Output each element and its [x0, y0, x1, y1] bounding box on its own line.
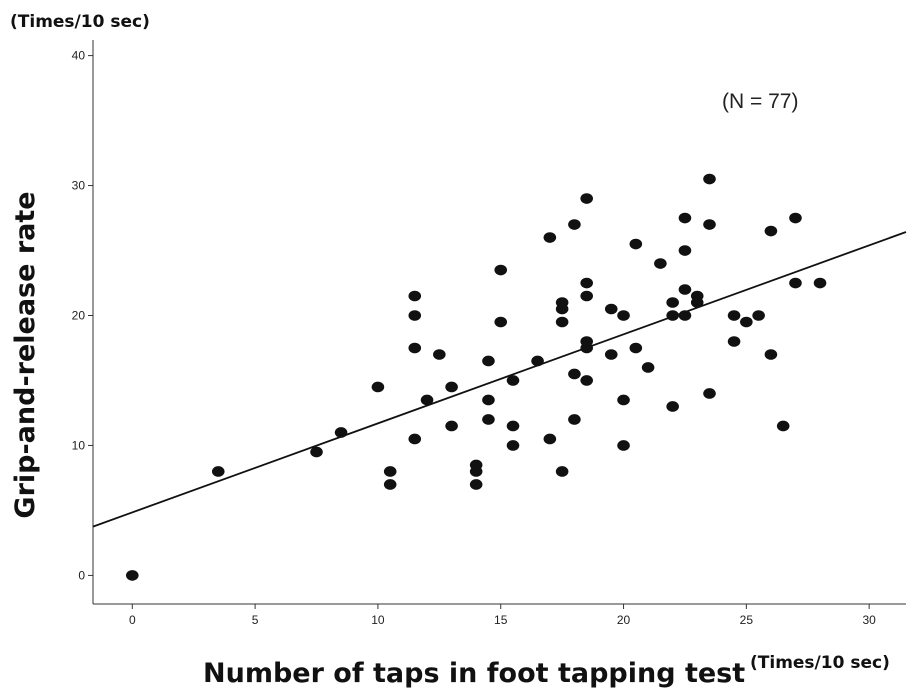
data-point	[678, 212, 692, 224]
data-point	[580, 342, 593, 354]
y-tick-label: 40	[72, 49, 86, 63]
data-point	[703, 173, 716, 185]
x-axis-title: Number of taps in foot tapping test	[203, 658, 745, 689]
data-point	[420, 394, 434, 406]
data-point	[690, 297, 704, 308]
data-point	[482, 394, 495, 406]
data-point	[666, 401, 679, 412]
data-point	[408, 342, 422, 354]
data-point	[383, 466, 397, 477]
data-point	[469, 479, 483, 490]
y-tick-label: 30	[72, 179, 86, 193]
data-point	[469, 466, 483, 477]
data-point	[629, 342, 643, 354]
data-point	[580, 277, 593, 289]
data-point	[666, 310, 679, 321]
y-unit-label: (Times/10 sec)	[10, 12, 150, 32]
data-point	[727, 336, 741, 347]
data-point	[678, 245, 692, 256]
data-point	[555, 303, 569, 315]
data-point	[482, 355, 495, 367]
data-point	[506, 375, 520, 386]
data-point	[334, 427, 348, 438]
data-point	[310, 446, 323, 458]
data-point	[727, 310, 741, 321]
x-unit-label: (Times/10 sec)	[750, 653, 890, 673]
data-point	[776, 420, 790, 432]
y-tick-label: 20	[72, 309, 86, 323]
data-point	[211, 466, 225, 477]
data-point	[617, 440, 630, 451]
data-point	[654, 258, 667, 269]
data-point	[617, 310, 630, 321]
x-tick-label: 20	[617, 613, 631, 627]
data-point	[641, 362, 655, 373]
data-point	[703, 219, 716, 230]
data-point	[678, 310, 692, 321]
data-point	[789, 277, 802, 289]
data-point	[408, 290, 422, 302]
data-point	[555, 466, 569, 477]
data-point	[494, 316, 508, 328]
data-point	[543, 433, 557, 445]
data-point	[482, 414, 495, 425]
data-point	[764, 349, 778, 360]
regression-line-group	[92, 231, 907, 528]
x-tick-label: 0	[129, 613, 136, 627]
data-point	[703, 388, 716, 399]
data-point	[617, 394, 630, 406]
data-point	[543, 232, 557, 243]
data-point	[580, 193, 593, 204]
x-tick-label: 30	[862, 613, 876, 627]
regression-line	[92, 231, 907, 528]
data-point	[789, 212, 802, 224]
x-tick-label: 15	[494, 613, 508, 627]
data-point	[445, 381, 458, 393]
data-point	[506, 440, 520, 451]
data-point	[568, 414, 581, 425]
data-point	[555, 316, 569, 328]
data-point	[531, 355, 544, 367]
annotation-n: (N = 77)	[722, 90, 798, 113]
data-point	[445, 420, 458, 432]
axes: 0 10 20 30 40 0 5 10 15 20 25 30	[72, 40, 906, 627]
data-point	[580, 290, 593, 302]
data-point	[752, 310, 765, 321]
y-tick-label: 0	[78, 568, 85, 582]
data-point	[506, 420, 520, 432]
y-axis-title: Grip-and-release rate	[10, 191, 41, 518]
data-point	[740, 316, 753, 328]
data-point	[408, 433, 422, 445]
data-point	[666, 297, 679, 308]
y-tick-label: 10	[72, 438, 86, 452]
data-point	[568, 219, 581, 230]
data-points	[125, 173, 827, 581]
data-point	[408, 310, 422, 321]
x-tick-label: 25	[740, 613, 754, 627]
data-point	[494, 264, 508, 276]
data-point	[125, 570, 139, 581]
data-point	[433, 349, 446, 360]
data-point	[604, 303, 618, 315]
data-point	[678, 284, 692, 295]
data-point	[813, 277, 827, 289]
data-point	[383, 479, 397, 490]
x-tick-label: 10	[371, 613, 385, 627]
data-point	[629, 238, 643, 250]
data-point	[371, 381, 385, 393]
data-point	[604, 349, 618, 360]
data-point	[568, 368, 581, 380]
data-point	[764, 225, 778, 237]
data-point	[580, 375, 593, 386]
x-tick-label: 5	[252, 613, 259, 627]
